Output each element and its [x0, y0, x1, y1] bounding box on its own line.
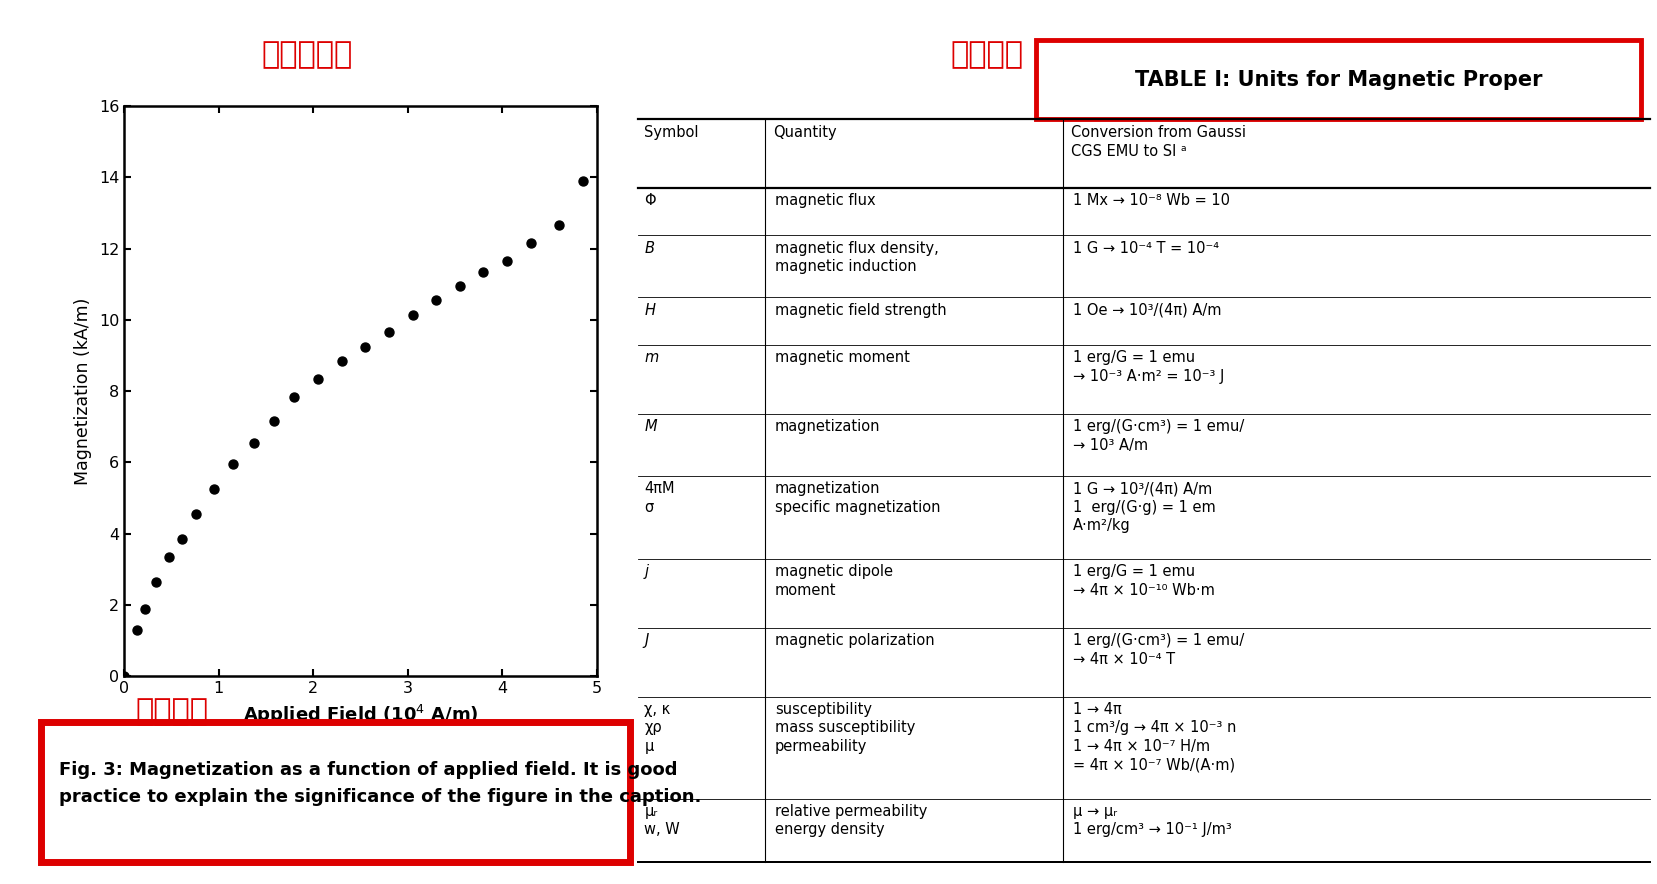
Point	[545, 218, 572, 232]
X-axis label: Applied Field (10$^4$ A/m): Applied Field (10$^4$ A/m)	[242, 703, 479, 728]
Text: 图的标题: 图的标题	[136, 697, 209, 726]
Point	[351, 339, 378, 354]
Text: μᵣ
w, W: μᵣ w, W	[645, 804, 679, 837]
Text: TABLE I: Units for Magnetic Proper: TABLE I: Units for Magnetic Proper	[1135, 70, 1541, 89]
Point	[399, 308, 426, 322]
Text: Symbol: Symbol	[645, 126, 699, 141]
Text: 1 → 4π
1 cm³/g → 4π × 10⁻³ n
1 → 4π × 10⁻⁷ H/m
= 4π × 10⁻⁷ Wb/(A·m): 1 → 4π 1 cm³/g → 4π × 10⁻³ n 1 → 4π × 10…	[1072, 702, 1236, 773]
Point	[182, 507, 209, 522]
Point	[471, 264, 497, 278]
Text: B: B	[645, 240, 655, 255]
Text: magnetization: magnetization	[774, 419, 880, 434]
Text: 表的标题: 表的标题	[949, 40, 1022, 69]
Point	[423, 293, 449, 308]
Text: magnetic moment: magnetic moment	[774, 350, 910, 365]
Point	[240, 436, 267, 450]
Point	[200, 482, 227, 496]
Text: 1 G → 10⁻⁴ T = 10⁻⁴: 1 G → 10⁻⁴ T = 10⁻⁴	[1072, 240, 1218, 255]
Point	[260, 415, 287, 429]
Text: 包冲突时：: 包冲突时：	[260, 40, 353, 69]
Point	[328, 354, 355, 368]
Text: Fig. 3: Magnetization as a function of applied field. It is good
practice to exp: Fig. 3: Magnetization as a function of a…	[60, 761, 701, 806]
Point	[133, 601, 159, 615]
Text: magnetic flux density,
magnetic induction: magnetic flux density, magnetic inductio…	[774, 240, 938, 274]
Point	[517, 236, 543, 250]
Point	[220, 457, 247, 471]
Text: 1 Oe → 10³/(4π) A/m: 1 Oe → 10³/(4π) A/m	[1072, 302, 1221, 317]
Text: m: m	[645, 350, 658, 365]
Point	[494, 254, 520, 268]
Text: 1 erg/(G·cm³) = 1 emu/
→ 10³ A/m: 1 erg/(G·cm³) = 1 emu/ → 10³ A/m	[1072, 419, 1244, 453]
Point	[169, 532, 196, 546]
Y-axis label: Magnetization (kA/m): Magnetization (kA/m)	[75, 298, 93, 484]
Point	[282, 390, 308, 404]
Text: susceptibility
mass susceptibility
permeability: susceptibility mass susceptibility perme…	[774, 702, 915, 754]
Text: j: j	[645, 564, 648, 579]
Text: H: H	[645, 302, 655, 317]
Point	[305, 371, 331, 385]
Point	[376, 325, 403, 339]
Text: magnetization
specific magnetization: magnetization specific magnetization	[774, 481, 940, 514]
Point	[156, 550, 182, 564]
Text: magnetic polarization: magnetic polarization	[774, 633, 935, 648]
Text: relative permeability
energy density: relative permeability energy density	[774, 804, 926, 837]
Text: 4πM
σ: 4πM σ	[645, 481, 674, 514]
Text: 1 erg/G = 1 emu
→ 4π × 10⁻¹⁰ Wb·m: 1 erg/G = 1 emu → 4π × 10⁻¹⁰ Wb·m	[1072, 564, 1215, 598]
Text: magnetic dipole
moment: magnetic dipole moment	[774, 564, 893, 598]
Text: Conversion from Gaussi
CGS EMU to SI ᵃ: Conversion from Gaussi CGS EMU to SI ᵃ	[1070, 126, 1246, 159]
Text: M: M	[645, 419, 656, 434]
Text: J: J	[645, 633, 648, 648]
Text: Φ: Φ	[645, 193, 656, 208]
Text: 1 G → 10³/(4π) A/m
1  erg/(G·g) = 1 em
A·m²/kg: 1 G → 10³/(4π) A/m 1 erg/(G·g) = 1 em A·…	[1072, 481, 1215, 533]
Text: magnetic field strength: magnetic field strength	[774, 302, 946, 317]
Point	[111, 669, 138, 683]
Point	[143, 575, 169, 589]
Text: 1 erg/G = 1 emu
→ 10⁻³ A·m² = 10⁻³ J: 1 erg/G = 1 emu → 10⁻³ A·m² = 10⁻³ J	[1072, 350, 1225, 384]
Text: magnetic flux: magnetic flux	[774, 193, 875, 208]
Point	[446, 279, 472, 293]
Text: χ, κ
χρ
μ: χ, κ χρ μ	[645, 702, 669, 754]
Point	[123, 623, 149, 637]
Text: 1 Mx → 10⁻⁸ Wb = 10: 1 Mx → 10⁻⁸ Wb = 10	[1072, 193, 1229, 208]
Text: Quantity: Quantity	[772, 126, 837, 141]
Text: 1 erg/(G·cm³) = 1 emu/
→ 4π × 10⁻⁴ T: 1 erg/(G·cm³) = 1 emu/ → 4π × 10⁻⁴ T	[1072, 633, 1244, 667]
Point	[568, 174, 595, 188]
Text: μ → μᵣ
1 erg/cm³ → 10⁻¹ J/m³: μ → μᵣ 1 erg/cm³ → 10⁻¹ J/m³	[1072, 804, 1231, 837]
